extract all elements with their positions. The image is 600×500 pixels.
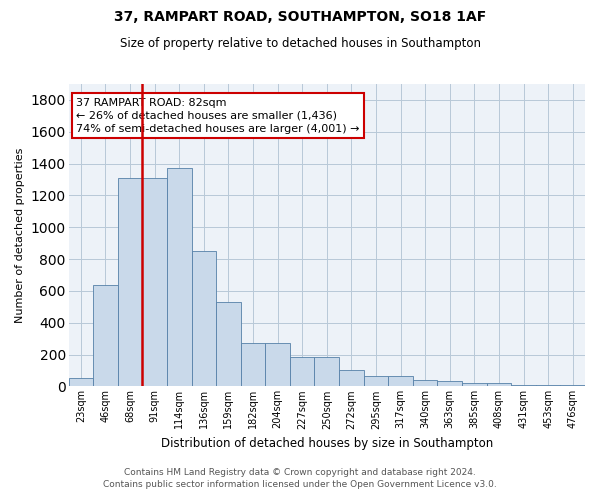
Bar	[364, 376, 388, 386]
Text: Contains HM Land Registry data © Crown copyright and database right 2024.
Contai: Contains HM Land Registry data © Crown c…	[103, 468, 497, 489]
Bar	[339, 370, 364, 386]
Text: 37 RAMPART ROAD: 82sqm
← 26% of detached houses are smaller (1,436)
74% of semi-: 37 RAMPART ROAD: 82sqm ← 26% of detached…	[76, 98, 360, 134]
X-axis label: Distribution of detached houses by size in Southampton: Distribution of detached houses by size …	[161, 437, 493, 450]
Bar	[462, 383, 487, 386]
Bar	[487, 383, 511, 386]
Y-axis label: Number of detached properties: Number of detached properties	[15, 148, 25, 323]
Text: 37, RAMPART ROAD, SOUTHAMPTON, SO18 1AF: 37, RAMPART ROAD, SOUTHAMPTON, SO18 1AF	[114, 10, 486, 24]
Bar	[68, 378, 93, 386]
Bar	[265, 344, 290, 386]
Bar	[93, 284, 118, 386]
Bar	[314, 357, 339, 386]
Bar	[142, 178, 167, 386]
Bar	[241, 344, 265, 386]
Bar	[536, 385, 560, 386]
Bar	[413, 380, 437, 386]
Bar	[290, 357, 314, 386]
Text: Size of property relative to detached houses in Southampton: Size of property relative to detached ho…	[119, 38, 481, 51]
Bar	[437, 381, 462, 386]
Bar	[511, 385, 536, 386]
Bar	[388, 376, 413, 386]
Bar	[216, 302, 241, 386]
Bar	[191, 251, 216, 386]
Bar	[118, 178, 142, 386]
Bar	[167, 168, 191, 386]
Bar	[560, 385, 585, 386]
